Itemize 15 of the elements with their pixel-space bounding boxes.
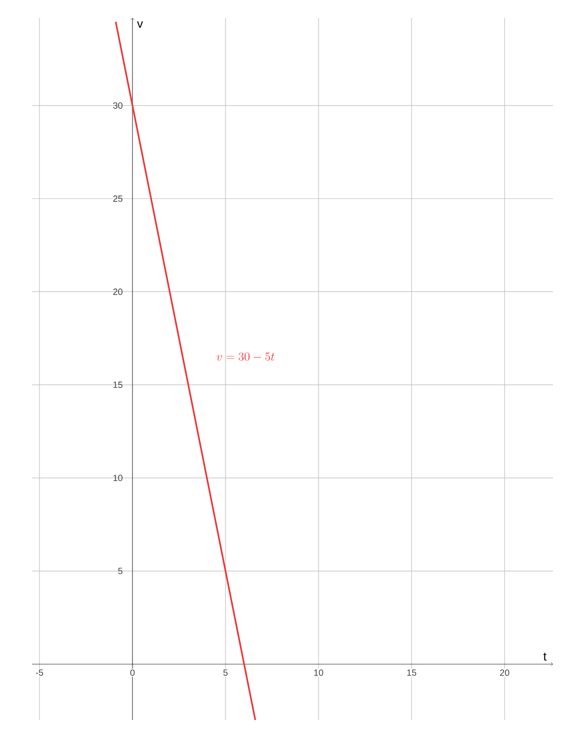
x-tick-label: 20	[500, 669, 510, 676]
y-tick-label: 5	[118, 568, 122, 574]
x-tick-label: 0	[130, 669, 135, 676]
y-tick-label: 25	[113, 195, 122, 202]
y-tick-label: 30	[113, 102, 122, 109]
annotation: $v=30-5t$	[216, 352, 274, 361]
x-tick-label: 15	[407, 669, 416, 676]
x-tick-label: 10	[314, 669, 324, 676]
x-tick-label: -5	[36, 669, 44, 676]
x-axis-title: t	[543, 652, 546, 661]
y-tick-label: 10	[113, 474, 122, 482]
y-tick-label: 15	[113, 382, 122, 388]
x-tick-label: 5	[223, 669, 228, 676]
y-axis-title: v	[137, 21, 143, 28]
y-tick-label: 20	[113, 288, 122, 295]
